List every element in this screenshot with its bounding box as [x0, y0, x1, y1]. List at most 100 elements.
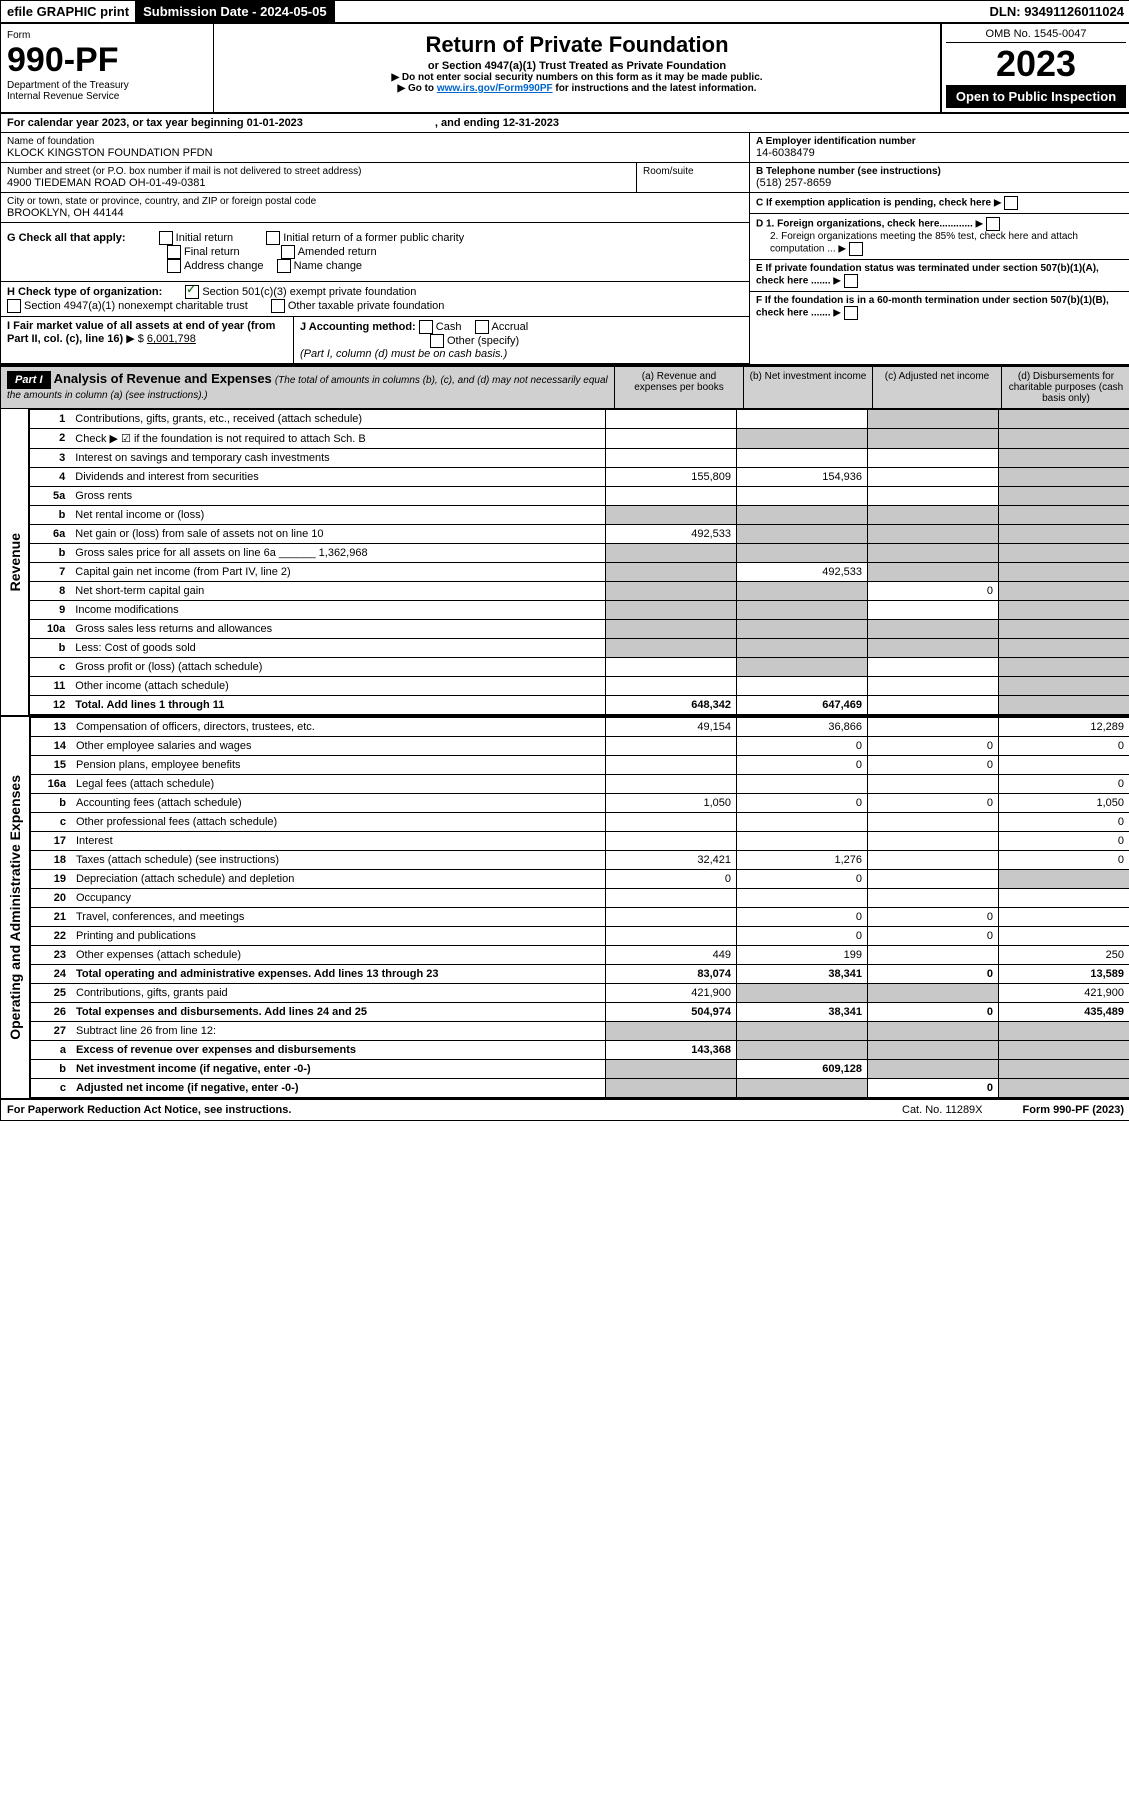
foundation-name: KLOCK KINGSTON FOUNDATION PFDN: [7, 147, 743, 159]
fmv-value: 6,001,798: [147, 333, 196, 345]
table-row: bAccounting fees (attach schedule)1,0500…: [31, 794, 1129, 813]
omb-number: OMB No. 1545-0047: [946, 28, 1126, 43]
table-row: 2Check ▶ ☑ if the foundation is not requ…: [30, 429, 1129, 449]
table-row: cOther professional fees (attach schedul…: [31, 813, 1129, 832]
c-checkbox[interactable]: [1004, 196, 1018, 210]
i-label: I Fair market value of all assets at end…: [7, 320, 275, 345]
expenses-label: Operating and Administrative Expenses: [3, 771, 27, 1044]
d2-checkbox[interactable]: [849, 242, 863, 256]
d1-label: D 1. Foreign organizations, check here..…: [756, 219, 973, 230]
table-row: 9Income modifications: [30, 601, 1129, 620]
table-row: 20Occupancy: [31, 889, 1129, 908]
table-row: bGross sales price for all assets on lin…: [30, 544, 1129, 563]
ein-label: A Employer identification number: [756, 136, 1124, 147]
table-row: 16aLegal fees (attach schedule)0: [31, 775, 1129, 794]
initial-former-checkbox[interactable]: [266, 231, 280, 245]
irs: Internal Revenue Service: [7, 91, 207, 102]
j-label: J Accounting method:: [300, 321, 416, 333]
ein: 14-6038479: [756, 147, 1124, 159]
topbar: efile GRAPHIC print Submission Date - 20…: [1, 1, 1129, 24]
table-row: 8Net short-term capital gain0: [30, 582, 1129, 601]
col-a-header: (a) Revenue and expenses per books: [614, 367, 743, 408]
addr-change-checkbox[interactable]: [167, 259, 181, 273]
c-label: C If exemption application is pending, c…: [756, 198, 991, 209]
city: BROOKLYN, OH 44144: [7, 207, 316, 219]
table-row: 15Pension plans, employee benefits00: [31, 756, 1129, 775]
col-c-header: (c) Adjusted net income: [872, 367, 1001, 408]
part1-header: Part I Analysis of Revenue and Expenses …: [1, 365, 1129, 409]
col-b-header: (b) Net investment income: [743, 367, 872, 408]
addr-label: Number and street (or P.O. box number if…: [7, 166, 630, 177]
501c3-checkbox[interactable]: [185, 285, 199, 299]
d1-checkbox[interactable]: [986, 217, 1000, 231]
table-row: 22Printing and publications00: [31, 927, 1129, 946]
other-taxable-checkbox[interactable]: [271, 299, 285, 313]
name-change-checkbox[interactable]: [277, 259, 291, 273]
cat-no: Cat. No. 11289X: [902, 1104, 983, 1116]
table-row: 21Travel, conferences, and meetings00: [31, 908, 1129, 927]
form-title: Return of Private Foundation: [220, 32, 934, 58]
part1-label: Part I: [7, 371, 51, 389]
form-subtitle: or Section 4947(a)(1) Trust Treated as P…: [220, 60, 934, 72]
form-link[interactable]: www.irs.gov/Form990PF: [437, 83, 553, 94]
table-row: 26Total expenses and disbursements. Add …: [31, 1003, 1129, 1022]
table-row: 14Other employee salaries and wages000: [31, 737, 1129, 756]
e-label: E If private foundation status was termi…: [756, 263, 1099, 287]
4947-checkbox[interactable]: [7, 299, 21, 313]
table-row: 18Taxes (attach schedule) (see instructi…: [31, 851, 1129, 870]
revenue-section: Revenue 1Contributions, gifts, grants, e…: [1, 409, 1129, 715]
col-d-header: (d) Disbursements for charitable purpose…: [1001, 367, 1129, 408]
address: 4900 TIEDEMAN ROAD OH-01-49-0381: [7, 177, 630, 189]
cash-checkbox[interactable]: [419, 320, 433, 334]
d2-label: 2. Foreign organizations meeting the 85%…: [770, 231, 1078, 255]
other-method-checkbox[interactable]: [430, 334, 444, 348]
table-row: 7Capital gain net income (from Part IV, …: [30, 563, 1129, 582]
revenue-label: Revenue: [3, 529, 27, 595]
accrual-checkbox[interactable]: [475, 320, 489, 334]
city-label: City or town, state or province, country…: [7, 196, 316, 207]
period-end: , and ending 12-31-2023: [429, 114, 565, 132]
table-row: aExcess of revenue over expenses and dis…: [31, 1041, 1129, 1060]
table-row: bNet rental income or (loss): [30, 506, 1129, 525]
paperwork-notice: For Paperwork Reduction Act Notice, see …: [7, 1104, 291, 1116]
note-1: ▶ Do not enter social security numbers o…: [220, 72, 934, 83]
submission-date: Submission Date - 2024-05-05: [137, 1, 335, 22]
footer: For Paperwork Reduction Act Notice, see …: [1, 1098, 1129, 1120]
table-row: 23Other expenses (attach schedule)449199…: [31, 946, 1129, 965]
table-row: 17Interest0: [31, 832, 1129, 851]
final-return-checkbox[interactable]: [167, 245, 181, 259]
table-row: cGross profit or (loss) (attach schedule…: [30, 658, 1129, 677]
phone: (518) 257-8659: [756, 177, 1124, 189]
initial-return-checkbox[interactable]: [159, 231, 173, 245]
form-number: 990-PF: [7, 41, 207, 80]
table-row: 24Total operating and administrative exp…: [31, 965, 1129, 984]
table-row: 3Interest on savings and temporary cash …: [30, 449, 1129, 468]
open-inspection: Open to Public Inspection: [946, 85, 1126, 108]
f-label: F If the foundation is in a 60-month ter…: [756, 295, 1109, 319]
period-begin: For calendar year 2023, or tax year begi…: [1, 114, 309, 132]
g-label: G Check all that apply:: [7, 232, 126, 244]
dln: DLN: 93491126011024: [984, 1, 1129, 22]
table-row: 19Depreciation (attach schedule) and dep…: [31, 870, 1129, 889]
table-row: 5aGross rents: [30, 487, 1129, 506]
f-checkbox[interactable]: [844, 306, 858, 320]
table-row: 25Contributions, gifts, grants paid421,9…: [31, 984, 1129, 1003]
table-row: 4Dividends and interest from securities1…: [30, 468, 1129, 487]
amended-checkbox[interactable]: [281, 245, 295, 259]
expenses-table: 13Compensation of officers, directors, t…: [30, 717, 1129, 1098]
form-ref: Form 990-PF (2023): [1023, 1104, 1124, 1116]
table-row: 12Total. Add lines 1 through 11648,34264…: [30, 696, 1129, 715]
form-header: Form 990-PF Department of the Treasury I…: [1, 24, 1129, 114]
form-page: efile GRAPHIC print Submission Date - 20…: [0, 0, 1129, 1121]
table-row: 27Subtract line 26 from line 12:: [31, 1022, 1129, 1041]
part1-title: Analysis of Revenue and Expenses: [54, 371, 272, 386]
table-row: cAdjusted net income (if negative, enter…: [31, 1079, 1129, 1098]
e-checkbox[interactable]: [844, 274, 858, 288]
h-label: H Check type of organization:: [7, 286, 162, 298]
table-row: 11Other income (attach schedule): [30, 677, 1129, 696]
identity-block: Name of foundation KLOCK KINGSTON FOUNDA…: [1, 133, 1129, 365]
revenue-table: 1Contributions, gifts, grants, etc., rec…: [29, 409, 1129, 715]
table-row: 13Compensation of officers, directors, t…: [31, 718, 1129, 737]
j-note: (Part I, column (d) must be on cash basi…: [300, 348, 507, 360]
table-row: bLess: Cost of goods sold: [30, 639, 1129, 658]
